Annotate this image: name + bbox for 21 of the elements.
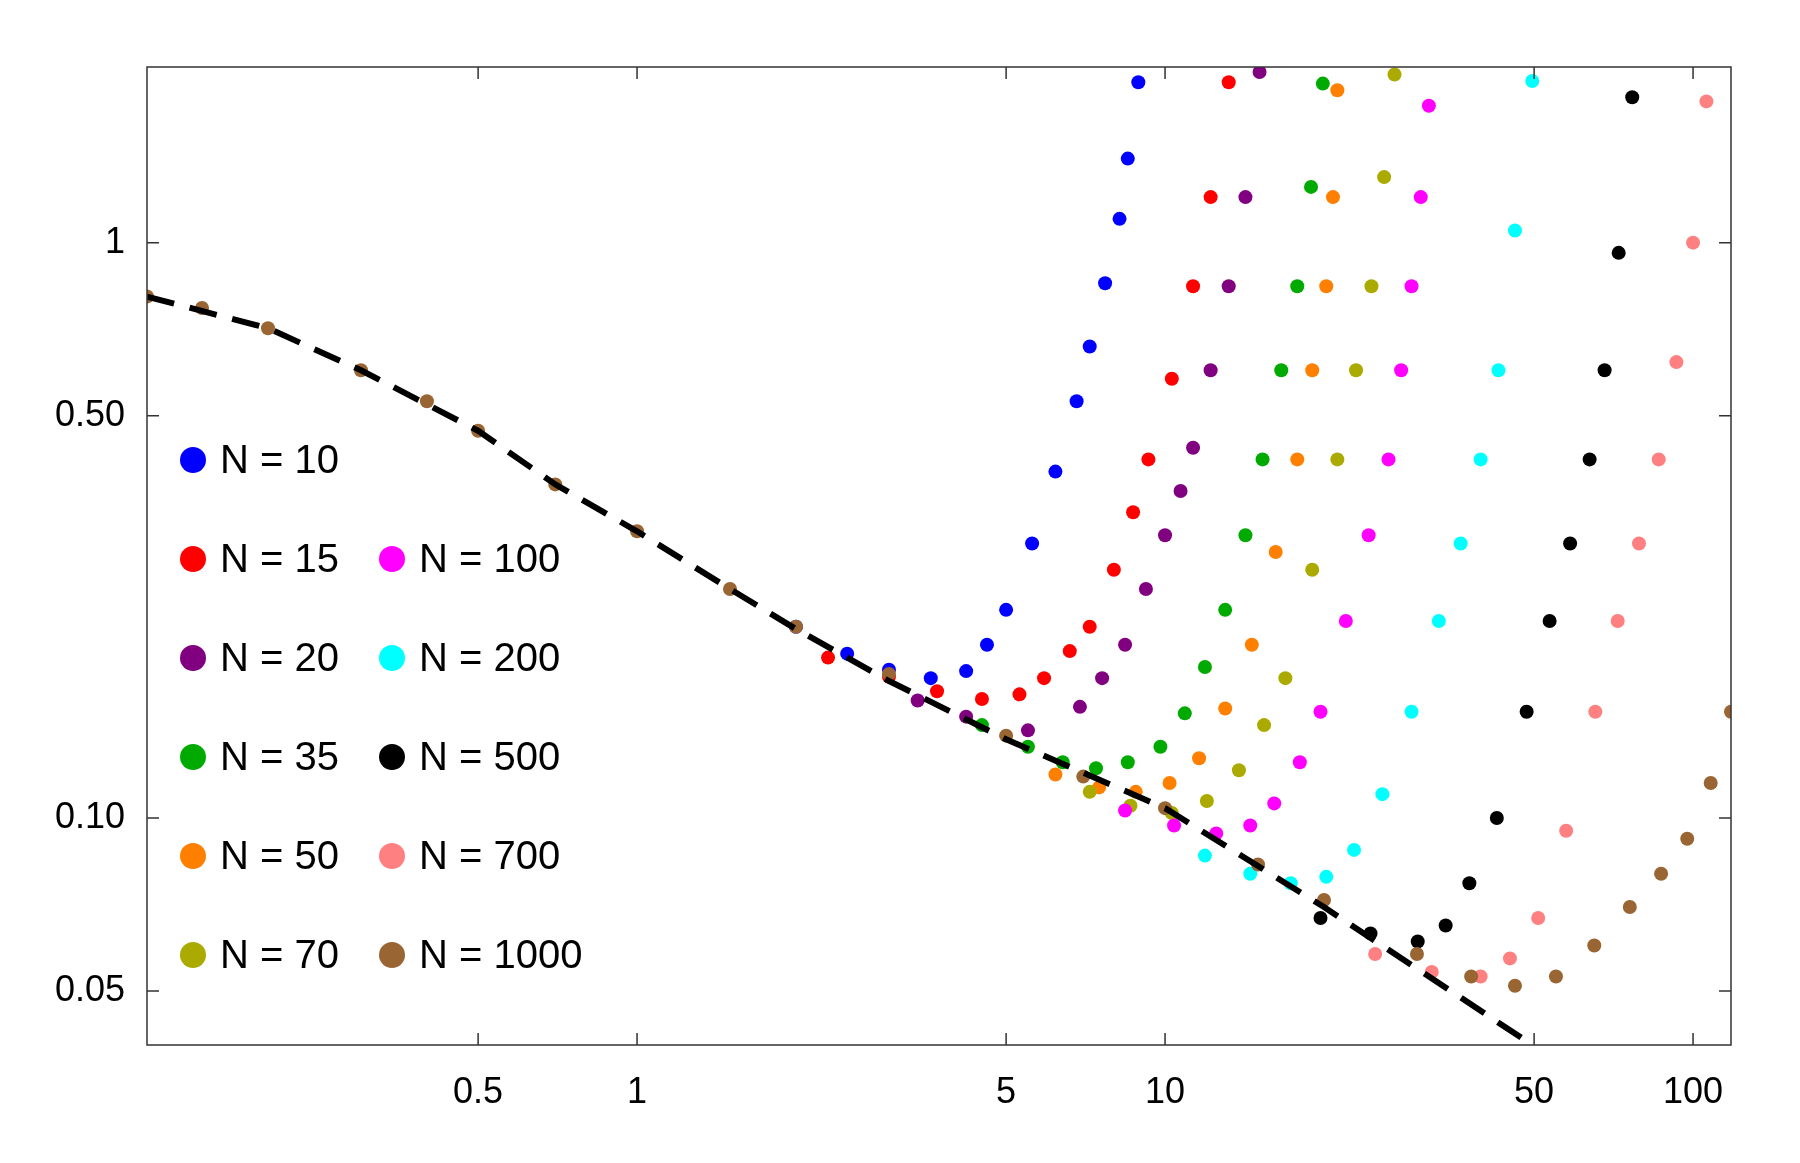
x-tick-label: 10 — [1145, 1069, 1186, 1111]
legend-label: N = 200 — [418, 635, 561, 680]
y-tick-label: 1 — [104, 219, 125, 261]
x-tick-label: 50 — [1514, 1069, 1555, 1111]
legend-label: N = 20 — [220, 635, 339, 680]
legend-label: N = 70 — [220, 932, 339, 977]
x-tick-label: 100 — [1663, 1069, 1724, 1111]
legend-label: N = 100 — [418, 536, 561, 581]
x-tick-label: 1 — [627, 1069, 648, 1111]
y-tick-label: 0.05 — [54, 968, 125, 1010]
legend-label: N = 35 — [220, 734, 339, 779]
y-tick-label: 0.10 — [54, 794, 125, 836]
legend-label: N = 700 — [418, 833, 561, 878]
x-tick-label: 5 — [996, 1069, 1017, 1111]
legend-label: N = 50 — [220, 833, 339, 878]
legend-label: N = 15 — [220, 536, 339, 581]
legend-label: N = 1000 — [418, 932, 583, 977]
x-tick-label: 0.5 — [453, 1069, 504, 1111]
legend-label: N = 10 — [220, 437, 339, 482]
legend-label: N = 500 — [418, 734, 561, 779]
y-tick-label: 0.50 — [54, 392, 125, 434]
